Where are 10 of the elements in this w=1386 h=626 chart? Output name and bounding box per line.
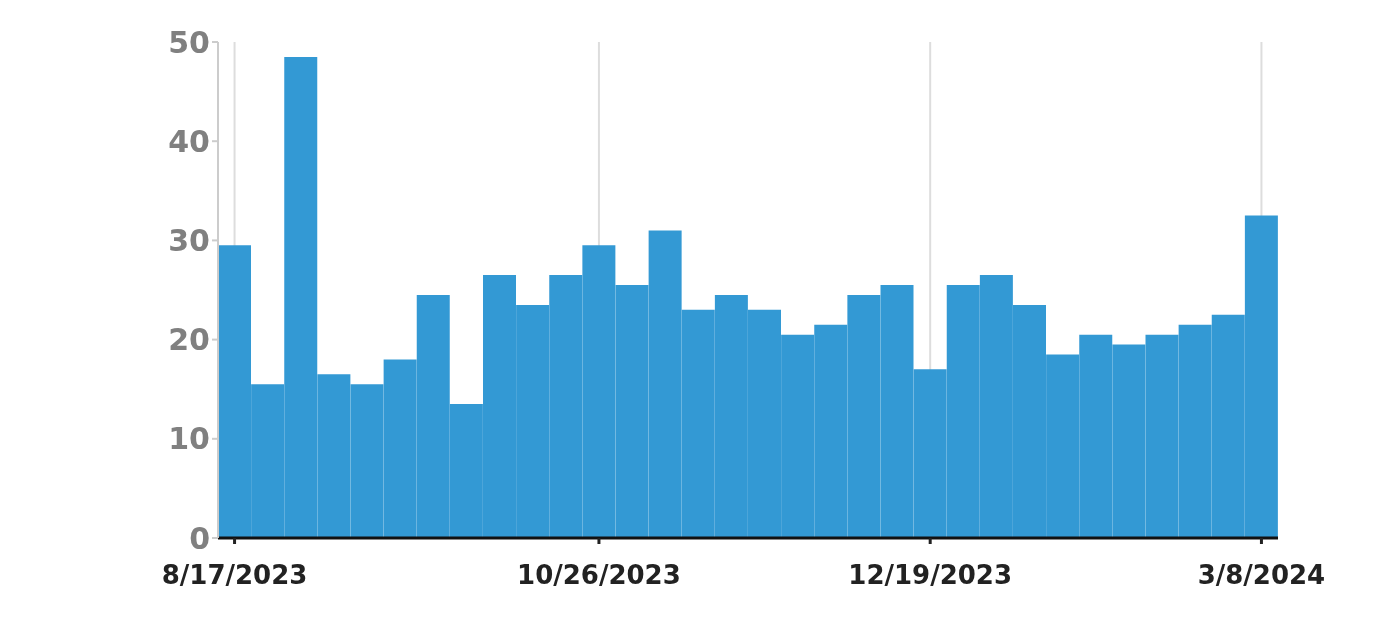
y-tick-label: 30 (168, 223, 210, 259)
x-tick-label: 3/8/2024 (1197, 560, 1326, 590)
y-tick-label: 20 (168, 322, 210, 358)
y-tick-label: 10 (168, 421, 210, 457)
x-tick-label: 8/17/2023 (161, 560, 308, 590)
y-tick-label: 40 (168, 123, 210, 159)
x-tick-label: 12/19/2023 (848, 560, 1013, 590)
x-tick-label: 10/26/2023 (517, 560, 681, 590)
y-tick-label: 0 (189, 520, 210, 556)
y-tick-label: 50 (168, 24, 210, 60)
